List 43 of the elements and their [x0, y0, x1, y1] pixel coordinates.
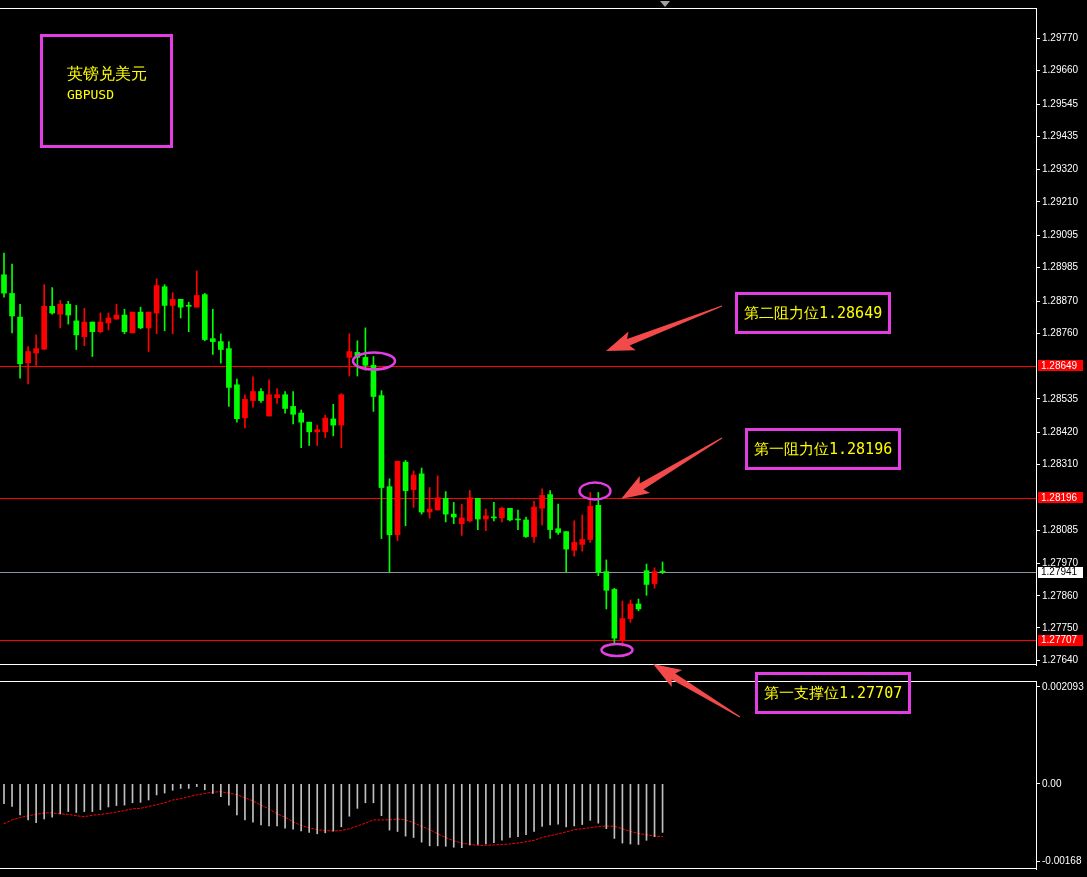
candlestick: [185, 301, 192, 333]
y-tick-label: 0.002093: [1042, 680, 1085, 692]
y-tick-label: 1.28085: [1042, 523, 1079, 535]
candlestick: [579, 514, 586, 552]
y-tick-label: 1.29770: [1042, 32, 1079, 44]
text: 英镑兑美元: [67, 64, 148, 84]
y-tick-label: 1.29095: [1042, 229, 1079, 241]
y-tick-label: 1.28535: [1042, 392, 1079, 404]
y-tick-label: 1.29210: [1042, 195, 1079, 207]
annotation: 第一支撑位1.27707: [755, 672, 912, 715]
candlestick: [49, 287, 56, 315]
y-tick-label: 1.27640: [1042, 653, 1079, 665]
candlestick: [458, 503, 465, 536]
ref-line-label: 1.28196: [1041, 492, 1078, 504]
candlestick: [330, 404, 337, 437]
y-tick-label: 1.29435: [1042, 129, 1079, 141]
y-tick-label: 1.29545: [1042, 97, 1079, 109]
candlestick: [209, 308, 216, 355]
y-tick-label: -0.00168: [1042, 855, 1082, 867]
y-tick-label: 1.27970: [1042, 557, 1079, 569]
annotation: 第一阻力位1.28196: [745, 427, 902, 470]
candlestick: [274, 388, 280, 404]
y-tick-label: 1.28310: [1042, 458, 1079, 470]
y-tick-label: 1.28420: [1042, 426, 1079, 438]
y-tick-label: 1.28985: [1042, 261, 1079, 273]
y-tick-label: 1.29320: [1042, 163, 1079, 175]
y-tick-label: 1.28870: [1042, 294, 1079, 306]
y-tick-label: 1.27860: [1042, 589, 1079, 601]
candlestick: [555, 503, 561, 535]
candlestick: [450, 502, 457, 525]
y-tick-label: 0.00: [1042, 777, 1062, 789]
ref-line-label: 1.28649: [1041, 360, 1078, 372]
ref-line-label: 1.27941: [1041, 566, 1078, 578]
candlestick: [298, 409, 304, 448]
candlestick: [314, 424, 321, 446]
annotation: 第二阻力位1.28649: [735, 291, 892, 334]
ref-line-label: 1.27707: [1041, 634, 1078, 646]
candlestick: [571, 520, 578, 557]
line-series: [3, 791, 664, 846]
y-tick-label: 1.29660: [1042, 64, 1079, 76]
text: GBPUSD: [67, 86, 115, 104]
y-tick-label: 1.28760: [1042, 326, 1079, 338]
y-tick-label: 1.27750: [1042, 621, 1079, 633]
